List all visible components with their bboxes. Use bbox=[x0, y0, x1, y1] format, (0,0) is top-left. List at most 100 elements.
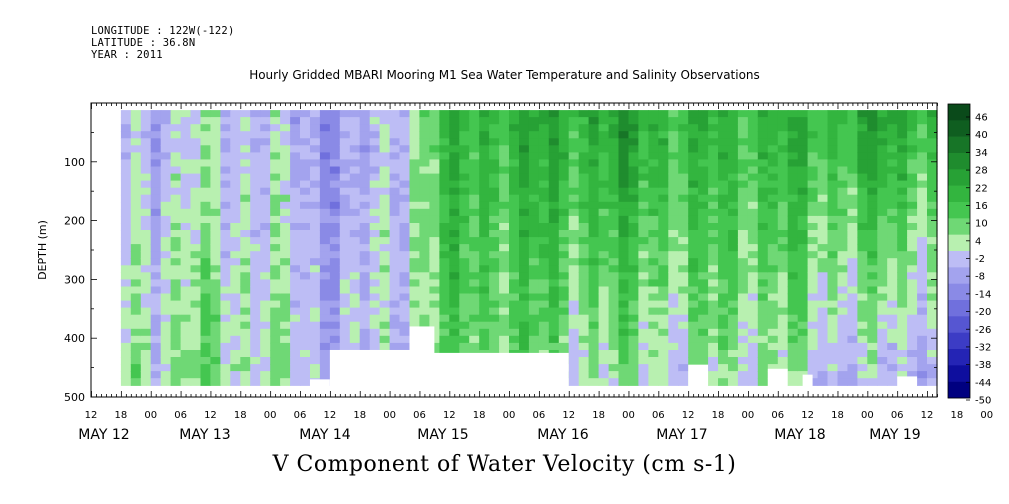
heatmap-cell bbox=[837, 117, 849, 125]
heatmap-cell bbox=[200, 117, 212, 125]
heatmap-cell bbox=[339, 124, 351, 132]
heatmap-cell bbox=[399, 201, 411, 210]
heatmap-cell bbox=[290, 300, 301, 309]
colorbar-label: 10 bbox=[975, 219, 988, 230]
heatmap-cell bbox=[598, 258, 610, 266]
heatmap-cell bbox=[847, 187, 858, 196]
heatmap-cell bbox=[190, 272, 202, 280]
heatmap-cell bbox=[349, 258, 361, 266]
heatmap-cell bbox=[857, 286, 868, 295]
heatmap-cell bbox=[469, 321, 480, 330]
heatmap-cell bbox=[329, 258, 341, 266]
heatmap-cell bbox=[499, 215, 510, 224]
heatmap-cell bbox=[230, 152, 241, 161]
heatmap-cell bbox=[419, 244, 430, 252]
heatmap-cell bbox=[270, 371, 281, 379]
heatmap-cell bbox=[608, 223, 620, 231]
heatmap-cell bbox=[618, 131, 630, 139]
heatmap-cell bbox=[389, 208, 401, 217]
heatmap-cell bbox=[290, 364, 301, 372]
heatmap-cell bbox=[339, 314, 351, 323]
heatmap-cell bbox=[887, 215, 898, 224]
heatmap-cell bbox=[658, 350, 669, 358]
heatmap-cell bbox=[429, 124, 440, 132]
heatmap-cell bbox=[160, 180, 172, 189]
heatmap-cell bbox=[389, 131, 401, 139]
heatmap-cell bbox=[260, 166, 271, 175]
heatmap-cell bbox=[548, 145, 560, 153]
x-tick-label: 12 bbox=[85, 410, 98, 421]
heatmap-cell bbox=[369, 307, 381, 316]
heatmap-cell bbox=[538, 251, 550, 259]
heatmap-cell bbox=[210, 230, 221, 238]
heatmap-cell bbox=[578, 307, 590, 316]
heatmap-cell bbox=[678, 138, 689, 146]
heatmap-cell bbox=[747, 357, 759, 365]
heatmap-cell bbox=[489, 194, 500, 203]
heatmap-cell bbox=[797, 258, 809, 266]
heatmap-cell bbox=[439, 159, 450, 168]
heatmap-cell bbox=[130, 152, 142, 161]
heatmap-cell bbox=[608, 342, 620, 351]
heatmap-cell bbox=[499, 300, 510, 309]
heatmap-cell bbox=[140, 201, 152, 210]
colorbar-label: 40 bbox=[975, 130, 988, 141]
heatmap-cell bbox=[558, 166, 570, 175]
heatmap-cell bbox=[917, 328, 928, 337]
heatmap-cell bbox=[329, 159, 341, 168]
heatmap-cell bbox=[160, 293, 172, 302]
heatmap-cell bbox=[479, 138, 490, 146]
heatmap-cell bbox=[250, 223, 261, 231]
heatmap-cell bbox=[479, 265, 490, 273]
heatmap-cell bbox=[787, 201, 799, 210]
heatmap-cell bbox=[678, 145, 689, 153]
heatmap-cell bbox=[867, 138, 878, 146]
heatmap-cell bbox=[528, 173, 540, 182]
heatmap-cell bbox=[927, 335, 938, 344]
heatmap-cell bbox=[290, 223, 301, 231]
heatmap-cell bbox=[618, 378, 630, 386]
heatmap-cell bbox=[628, 251, 640, 259]
heatmap-cell bbox=[588, 110, 600, 118]
heatmap-cell bbox=[668, 110, 679, 118]
heatmap-cell bbox=[847, 371, 858, 379]
heatmap-cell bbox=[280, 131, 291, 139]
heatmap-cell bbox=[310, 307, 321, 316]
heatmap-cell bbox=[429, 265, 440, 273]
heatmap-cell bbox=[489, 215, 500, 224]
heatmap-cell bbox=[728, 321, 739, 330]
x-axis-ticks: 12 18 00 06 12 18 00 06 12 18 00 06 12 18 00 06 12 18 00 06… bbox=[78, 103, 993, 443]
heatmap-cell bbox=[917, 342, 928, 351]
heatmap-cell bbox=[897, 237, 908, 245]
heatmap-cell bbox=[837, 223, 849, 231]
heatmap-cell bbox=[260, 272, 271, 280]
heatmap-cell bbox=[300, 307, 311, 316]
heatmap-cell bbox=[598, 342, 610, 351]
heatmap-cell bbox=[389, 152, 401, 161]
heatmap-cell bbox=[210, 378, 221, 386]
heatmap-cell bbox=[429, 117, 440, 125]
heatmap-cell bbox=[668, 131, 679, 139]
heatmap-cell bbox=[538, 265, 550, 273]
heatmap-cell bbox=[598, 328, 610, 337]
heatmap-cell bbox=[638, 159, 649, 168]
heatmap-cell bbox=[887, 293, 898, 302]
heatmap-cell bbox=[757, 357, 769, 365]
heatmap-cell bbox=[668, 145, 679, 153]
heatmap-cell bbox=[329, 187, 341, 196]
heatmap-cell bbox=[359, 286, 371, 295]
heatmap-cell bbox=[180, 223, 192, 231]
heatmap-cell bbox=[369, 131, 381, 139]
heatmap-cell bbox=[588, 279, 600, 288]
heatmap-cell bbox=[300, 371, 311, 379]
heatmap-cell bbox=[479, 208, 490, 217]
heatmap-cell bbox=[240, 328, 251, 337]
heatmap-cell bbox=[140, 258, 152, 266]
heatmap-cell bbox=[528, 279, 540, 288]
heatmap-cell bbox=[538, 138, 550, 146]
heatmap-cell bbox=[369, 286, 381, 295]
heatmap-cell bbox=[180, 251, 192, 259]
heatmap-cell bbox=[170, 166, 182, 175]
heatmap-cell bbox=[200, 307, 212, 316]
